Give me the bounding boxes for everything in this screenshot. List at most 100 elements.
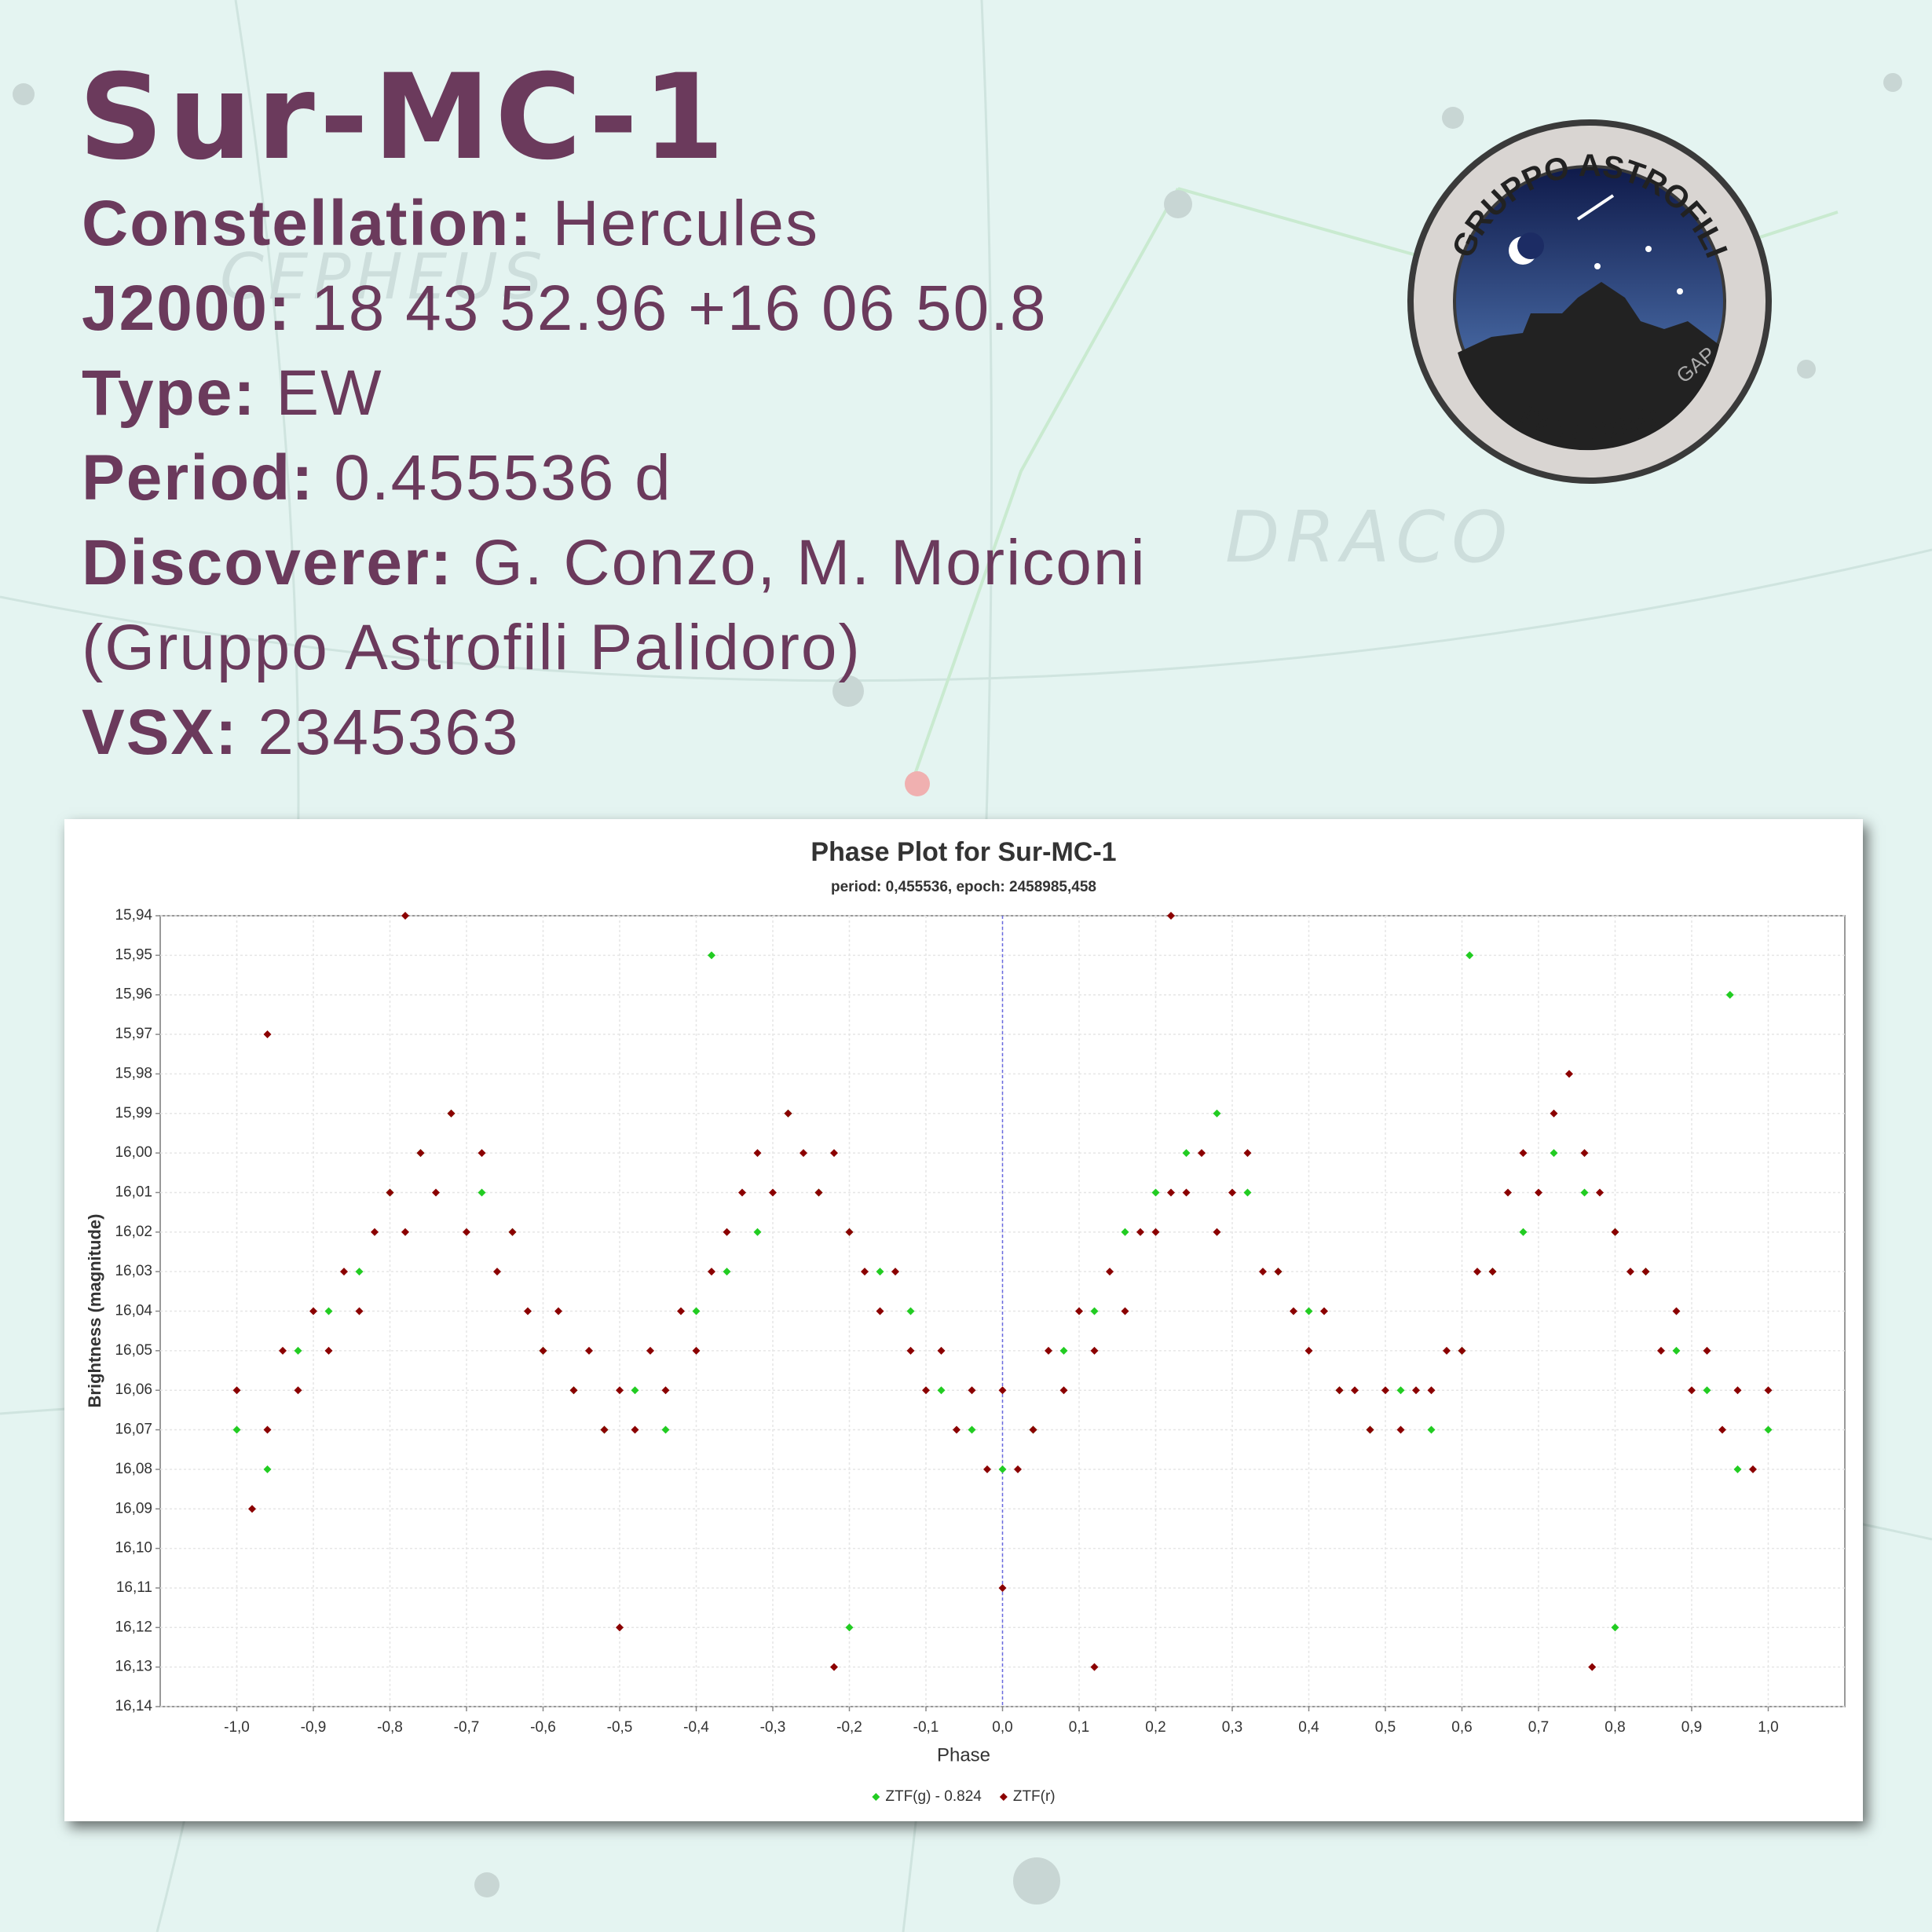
data-point <box>692 1307 701 1315</box>
legend-marker <box>872 1793 880 1801</box>
x-tick-label: -0,3 <box>760 1719 786 1736</box>
data-point <box>1580 1149 1589 1158</box>
y-tick-label: 16,07 <box>115 1422 152 1438</box>
star-name: Sur-MC-1 <box>79 49 730 186</box>
data-point <box>1381 1386 1389 1395</box>
legend-marker <box>999 1793 1008 1801</box>
data-point <box>937 1346 946 1355</box>
x-tick-label: -0,9 <box>301 1719 327 1736</box>
data-point <box>1014 1465 1022 1473</box>
data-point <box>263 1030 272 1039</box>
data-point <box>1733 1465 1742 1473</box>
info-field: VSX: 2345363 <box>82 690 519 775</box>
legend: ZTF(g) - 0.824 ZTF(r) <box>872 1788 1056 1805</box>
data-point <box>1519 1228 1528 1236</box>
data-point <box>1151 1228 1160 1236</box>
data-point <box>1029 1425 1037 1434</box>
data-point <box>922 1386 930 1395</box>
y-tick-label: 15,96 <box>115 986 152 1003</box>
y-tick-label: 16,06 <box>115 1381 152 1398</box>
x-tick-label: 0,9 <box>1681 1719 1702 1736</box>
data-point <box>232 1425 241 1434</box>
data-point <box>447 1109 456 1118</box>
data-point <box>1611 1623 1619 1632</box>
y-axis-label: Brightness (magnitude) <box>85 1214 104 1408</box>
field-value: G. Conzo, M. Moriconi <box>473 527 1147 598</box>
logo-star <box>1594 263 1601 269</box>
data-point <box>753 1228 762 1236</box>
field-value: Hercules <box>552 188 820 259</box>
data-point <box>631 1425 639 1434</box>
x-tick-label: 0,4 <box>1298 1719 1319 1736</box>
data-point <box>1626 1268 1634 1276</box>
data-point <box>355 1307 364 1315</box>
x-tick-label: -0,6 <box>530 1719 556 1736</box>
star <box>1013 1857 1060 1905</box>
data-point <box>1090 1663 1099 1671</box>
x-tick-label: -0,8 <box>377 1719 403 1736</box>
data-point <box>753 1149 762 1158</box>
y-tick-label: 16,09 <box>115 1500 152 1517</box>
data-point <box>800 1149 807 1158</box>
data-point <box>1182 1149 1191 1158</box>
data-point <box>769 1188 777 1197</box>
data-point <box>1274 1268 1283 1276</box>
data-point <box>1458 1346 1466 1355</box>
info-field: J2000: 18 43 52.96 +16 06 50.8 <box>82 266 1048 351</box>
data-point <box>508 1228 517 1236</box>
data-point <box>616 1623 624 1632</box>
field-value: EW <box>276 357 383 429</box>
field-label: Type: <box>82 357 257 429</box>
data-point <box>738 1188 746 1197</box>
y-tick-label: 15,95 <box>115 946 152 963</box>
data-point <box>906 1346 915 1355</box>
data-point <box>906 1307 915 1315</box>
data-point <box>1075 1307 1083 1315</box>
data-point <box>1764 1425 1773 1434</box>
data-point <box>1090 1307 1099 1315</box>
map-line <box>0 548 1932 682</box>
data-point <box>1290 1307 1297 1315</box>
y-tick-label: 16,10 <box>115 1540 152 1557</box>
x-tick-label: 0,0 <box>992 1719 1012 1736</box>
data-point <box>324 1346 333 1355</box>
data-point <box>708 951 715 960</box>
data-point <box>585 1346 593 1355</box>
data-point <box>1121 1228 1129 1236</box>
x-tick-label: -0,2 <box>836 1719 862 1736</box>
y-tick-label: 16,02 <box>115 1224 152 1240</box>
info-field: Period: 0.455536 d <box>82 436 672 521</box>
data-point <box>248 1505 256 1513</box>
y-tick-label: 16,11 <box>116 1579 152 1596</box>
star <box>1442 107 1464 129</box>
data-point <box>1718 1425 1726 1434</box>
data-point <box>1243 1149 1252 1158</box>
star <box>1883 73 1902 92</box>
data-point <box>1657 1346 1665 1355</box>
logo-buildings <box>1458 282 1719 451</box>
data-point <box>1213 1109 1221 1118</box>
data-point <box>1465 951 1474 960</box>
data-point <box>998 1465 1007 1473</box>
data-point <box>1580 1188 1589 1197</box>
data-point <box>1167 912 1175 920</box>
data-point <box>263 1465 272 1473</box>
data-point <box>661 1425 670 1434</box>
data-point <box>616 1386 624 1395</box>
y-tick-label: 15,99 <box>115 1105 152 1122</box>
data-point <box>968 1386 976 1395</box>
data-point <box>631 1386 639 1395</box>
data-point <box>861 1268 869 1276</box>
data-point <box>723 1268 731 1276</box>
data-point <box>1045 1346 1052 1355</box>
data-point <box>1198 1149 1206 1158</box>
data-point <box>1213 1228 1221 1236</box>
data-point <box>708 1268 715 1276</box>
y-tick-label: 16,00 <box>115 1144 152 1161</box>
data-point <box>1565 1070 1573 1078</box>
data-point <box>1396 1425 1405 1434</box>
y-tick-label: 16,08 <box>115 1461 152 1477</box>
data-point <box>1588 1663 1597 1671</box>
y-tick-label: 16,12 <box>115 1619 152 1635</box>
